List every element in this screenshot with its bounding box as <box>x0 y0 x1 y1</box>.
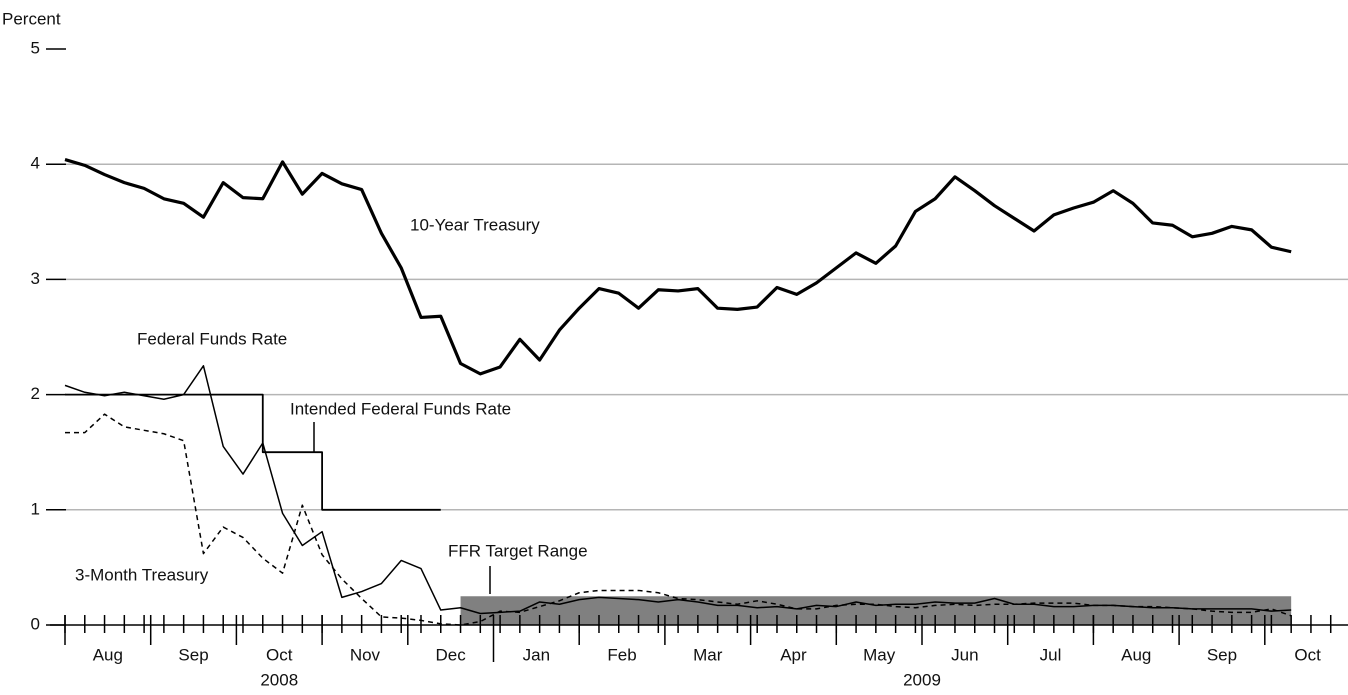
x-tick-label: Dec <box>436 645 467 664</box>
x-tick-label: Jan <box>523 645 550 664</box>
x-tick-label: Feb <box>607 645 636 664</box>
y-tick-label: 2 <box>31 384 40 403</box>
series-line <box>65 393 441 511</box>
y-tick-label: 4 <box>31 154 40 173</box>
series-label: 3-Month Treasury <box>75 565 209 584</box>
x-tick-label: Nov <box>350 645 381 664</box>
y-tick-label: 3 <box>31 269 40 288</box>
x-tick-label: Aug <box>93 645 123 664</box>
x-tick-label: Aug <box>1121 645 1151 664</box>
y-tick-label: 0 <box>31 614 40 633</box>
x-group-label: 2009 <box>903 670 941 689</box>
x-tick-label: Sep <box>178 645 208 664</box>
x-tick-label: Sep <box>1207 645 1237 664</box>
series-line <box>64 158 1292 376</box>
series-label: Intended Federal Funds Rate <box>290 399 511 418</box>
series-line <box>65 413 1292 626</box>
y-tick-label: 1 <box>31 499 40 518</box>
series-label: 10-Year Treasury <box>410 215 540 234</box>
series-label: Federal Funds Rate <box>137 329 287 348</box>
x-group-label: 2008 <box>260 670 298 689</box>
series-line <box>64 365 1292 615</box>
band-label: FFR Target Range <box>448 541 588 560</box>
target-range-band <box>460 596 1292 625</box>
x-tick-label: Jun <box>951 645 978 664</box>
x-tick-label: Mar <box>693 645 723 664</box>
x-tick-label: Oct <box>1294 645 1321 664</box>
x-tick-label: May <box>863 645 896 664</box>
x-tick-label: Oct <box>266 645 293 664</box>
x-tick-label: Apr <box>780 645 807 664</box>
y-axis-label: Percent <box>2 9 61 28</box>
x-tick-label: Jul <box>1040 645 1062 664</box>
y-tick-label: 5 <box>31 38 40 57</box>
